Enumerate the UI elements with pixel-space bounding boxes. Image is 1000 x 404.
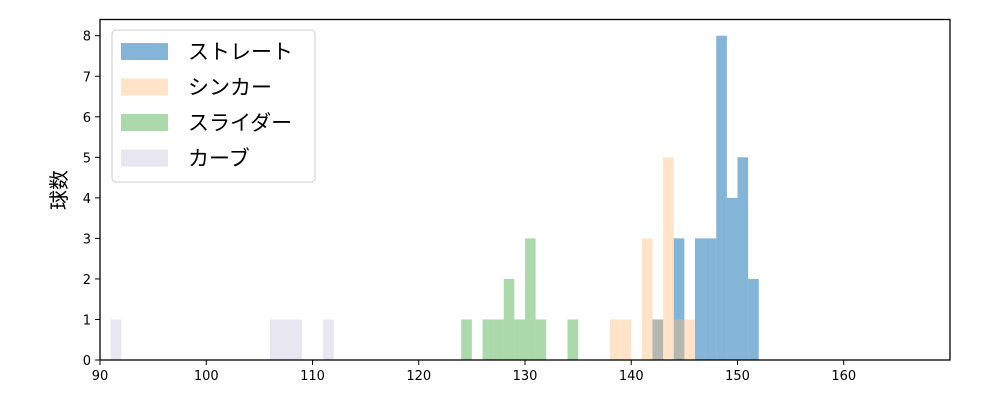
bars bbox=[110, 35, 759, 360]
x-tick-label: 90 bbox=[92, 369, 109, 384]
x-tick-label: 120 bbox=[406, 369, 431, 384]
bar-0-3 bbox=[705, 238, 717, 360]
bar-0-0 bbox=[652, 319, 664, 360]
x-tick-label: 160 bbox=[831, 369, 856, 384]
bar-3-0 bbox=[110, 319, 122, 360]
bar-2-0 bbox=[461, 319, 472, 360]
x-tick-label: 100 bbox=[194, 369, 219, 384]
bar-1-5 bbox=[673, 319, 685, 360]
bar-1-6 bbox=[684, 319, 695, 360]
y-tick-label: 3 bbox=[83, 232, 91, 247]
x-tick-label: 130 bbox=[513, 369, 538, 384]
x-tick-label: 140 bbox=[619, 369, 644, 384]
bar-2-3 bbox=[503, 278, 515, 360]
y-tick-label: 6 bbox=[83, 111, 91, 126]
bar-1-3 bbox=[652, 319, 664, 360]
y-tick-label: 2 bbox=[83, 273, 91, 288]
bar-2-5 bbox=[525, 238, 536, 360]
bar-0-7 bbox=[748, 278, 759, 360]
bar-0-6 bbox=[737, 157, 749, 360]
bar-1-1 bbox=[620, 319, 632, 360]
y-tick-label: 1 bbox=[83, 313, 91, 328]
bar-3-4 bbox=[323, 319, 334, 360]
x-axis: 90 100 110 120 130 140 150 160 bbox=[92, 360, 856, 384]
y-axis-label: 球数 bbox=[47, 170, 71, 210]
bar-0-2 bbox=[695, 238, 706, 360]
bar-0-5 bbox=[726, 197, 738, 360]
y-axis: 0 1 2 3 4 5 6 7 8 bbox=[83, 30, 100, 369]
bar-1-4 bbox=[663, 157, 674, 360]
legend-swatch bbox=[121, 43, 168, 60]
legend-frame bbox=[111, 29, 316, 183]
x-tick-label: 150 bbox=[725, 369, 750, 384]
y-tick-label: 8 bbox=[83, 30, 91, 45]
bar-1-2 bbox=[641, 238, 653, 360]
bar-2-4 bbox=[514, 319, 525, 360]
legend-label: ストレート bbox=[188, 40, 293, 64]
legend-swatch bbox=[121, 114, 168, 131]
legend-swatch bbox=[121, 149, 168, 167]
bar-3-3 bbox=[291, 319, 302, 360]
y-tick-label: 4 bbox=[83, 192, 91, 207]
bar-2-7 bbox=[567, 319, 579, 360]
legend-label: スライダー bbox=[188, 111, 292, 135]
bar-2-6 bbox=[535, 319, 547, 360]
y-tick-label: 7 bbox=[83, 70, 91, 85]
bar-1-0 bbox=[610, 319, 621, 360]
legend-label: カーブ bbox=[188, 147, 250, 171]
bar-0-4 bbox=[716, 35, 727, 360]
legend-label: シンカー bbox=[188, 76, 272, 100]
legend-swatch bbox=[121, 78, 168, 96]
y-tick-label: 0 bbox=[83, 354, 91, 369]
bar-0-1 bbox=[673, 238, 685, 360]
bar-2-2 bbox=[493, 319, 504, 360]
bar-2-1 bbox=[482, 319, 494, 360]
x-tick-label: 110 bbox=[300, 369, 325, 384]
bar-3-2 bbox=[280, 319, 292, 360]
bar-3-1 bbox=[270, 319, 281, 360]
y-tick-label: 5 bbox=[83, 151, 91, 166]
